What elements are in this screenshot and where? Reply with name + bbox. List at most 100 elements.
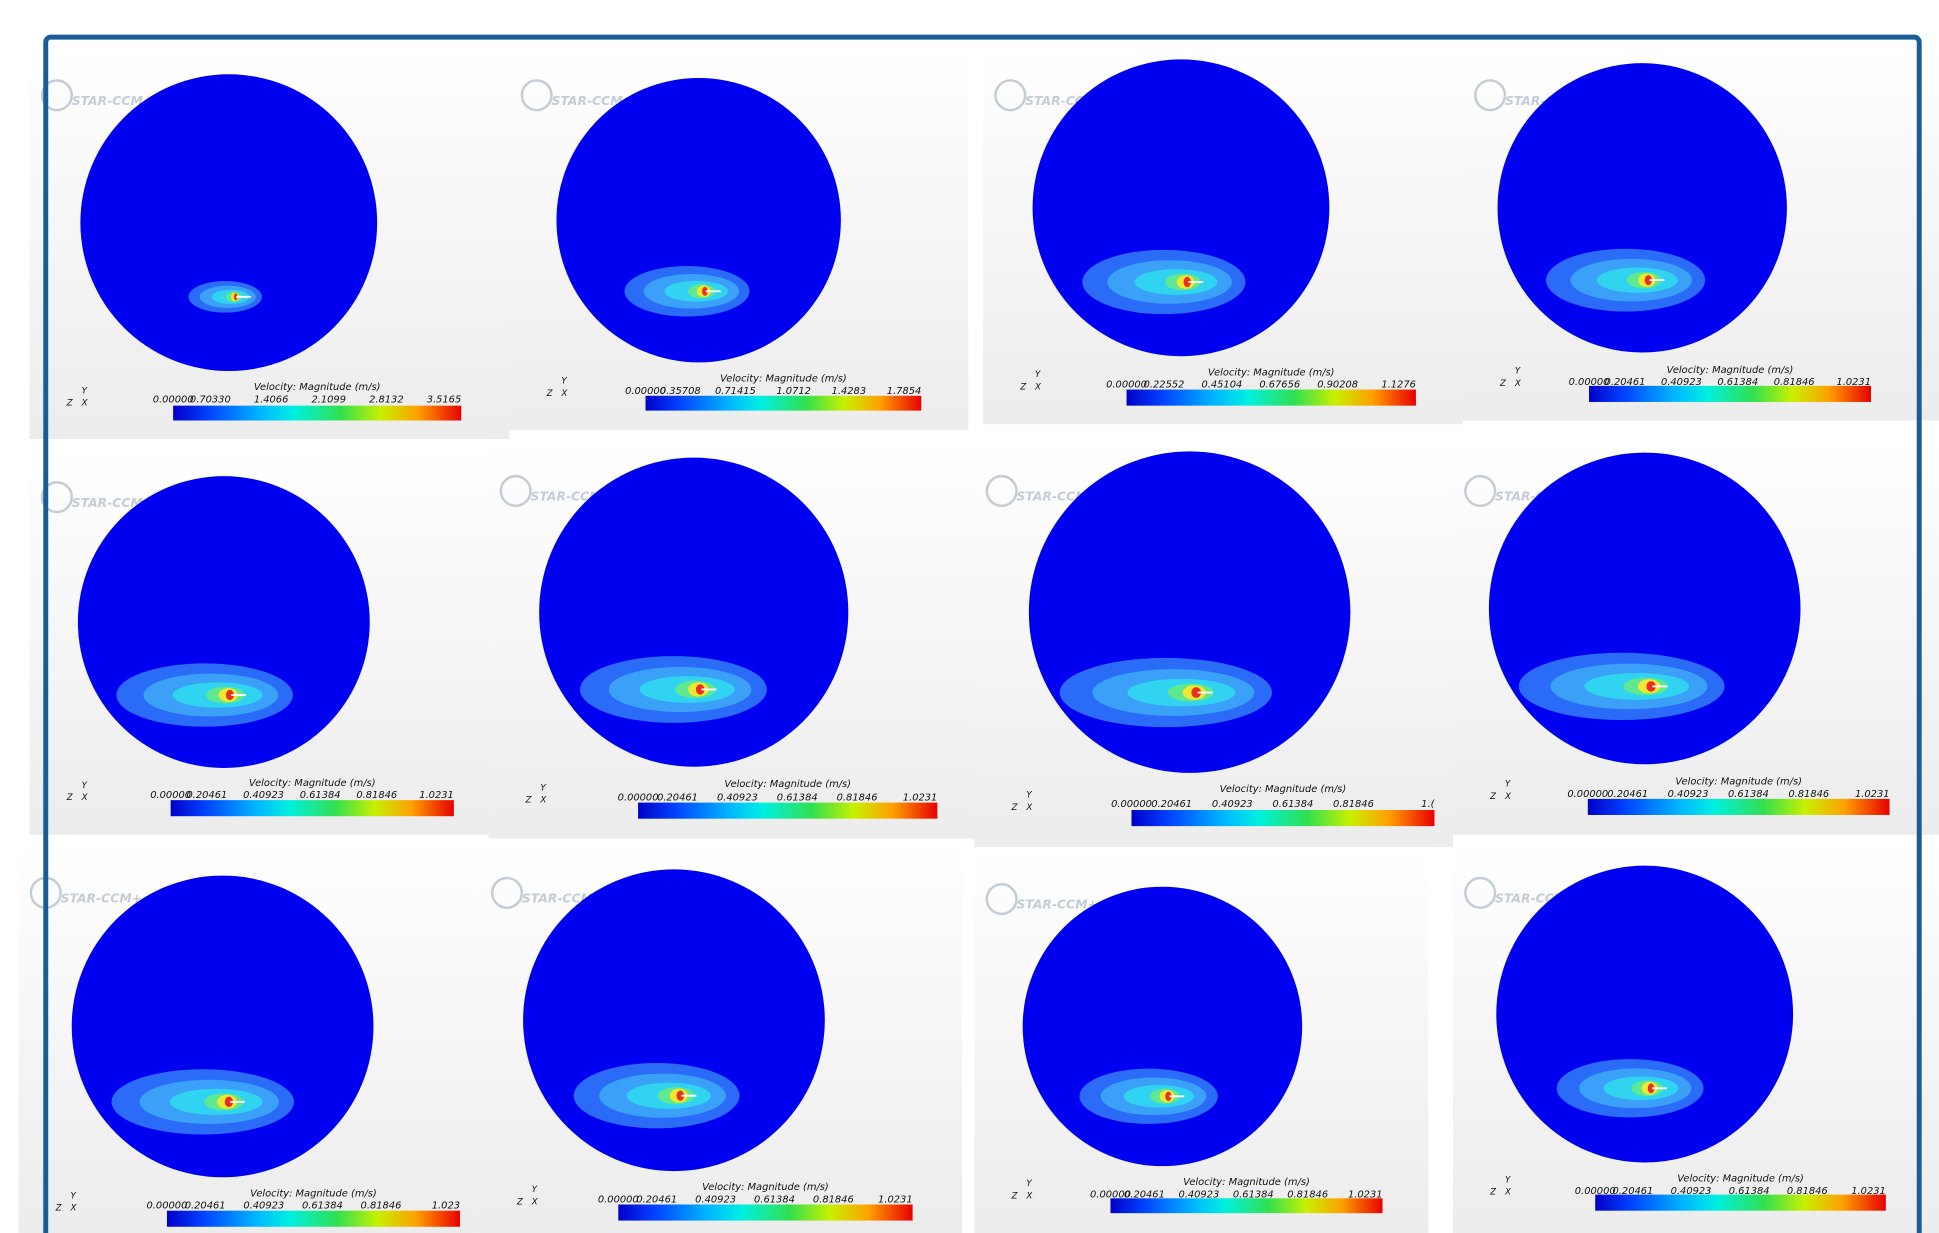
colorbar-tick-label: 1.1276 xyxy=(1381,380,1416,391)
colorbar-tick-label: 0.40923 xyxy=(717,793,758,804)
colorbar-tick-label: 0.61384 xyxy=(1233,1190,1274,1201)
panel: STAR-CCM+YZXVelocity: Magnitude (m/s)0.0… xyxy=(509,43,968,430)
triad-y: Y xyxy=(82,781,88,791)
colorbar-tick-label: 1.( xyxy=(1421,799,1435,810)
colorbar-title: Velocity: Magnitude (m/s) xyxy=(1183,1177,1310,1188)
colorbar-title: Velocity: Magnitude (m/s) xyxy=(1677,1174,1804,1185)
colorbar-tick-label: 0.81846 xyxy=(1287,1190,1328,1201)
triad-x: X xyxy=(539,796,547,806)
triad-z: Z xyxy=(1489,792,1497,802)
triad-z: Z xyxy=(66,399,74,409)
colorbar-tick-label: 1.4066 xyxy=(254,394,289,405)
colorbar-tick-label: 0.81846 xyxy=(1333,799,1374,810)
triad-x: X xyxy=(1034,383,1042,393)
colorbar xyxy=(173,406,461,421)
colorbar xyxy=(171,800,454,816)
triad-z: Z xyxy=(1019,383,1027,393)
colorbar-tick-label: 0.81846 xyxy=(1788,789,1829,800)
colorbar-tick-label: 0.71415 xyxy=(715,386,756,397)
domain xyxy=(1496,866,1793,1163)
colorbar-tick-label: 0.70330 xyxy=(190,394,231,405)
colorbar-tick-label: 0.00000 xyxy=(153,394,194,405)
colorbar-tick-label: 0.20461 xyxy=(657,793,698,804)
colorbar xyxy=(638,803,937,819)
colorbar-tick-label: 0.20461 xyxy=(1612,1186,1653,1197)
colorbar-tick-label: 1.0231 xyxy=(1348,1190,1383,1201)
colorbar-tick-label: 0.40923 xyxy=(1668,789,1709,800)
colorbar xyxy=(618,1205,912,1221)
colorbar-tick-label: 1.0231 xyxy=(1851,1186,1886,1197)
colorbar-tick-label: 0.81846 xyxy=(361,1201,402,1212)
colorbar-tick-label: 0.61384 xyxy=(1729,1186,1770,1197)
colorbar-tick-label: 0.81846 xyxy=(1787,1186,1828,1197)
colorbar-tick-label: 0.35708 xyxy=(660,386,701,397)
triad-x: X xyxy=(69,1204,77,1214)
colorbar-tick-label: 0.61384 xyxy=(302,1201,343,1212)
colorbar-tick-label: 2.1099 xyxy=(311,394,346,405)
colorbar-tick-label: 0.20461 xyxy=(1607,789,1648,800)
colorbar-tick-label: 0.00000 xyxy=(1567,789,1608,800)
triad-y: Y xyxy=(1035,370,1041,380)
colorbar xyxy=(1127,390,1416,406)
colorbar-tick-label: 0.61384 xyxy=(777,793,818,804)
triad-z: Z xyxy=(66,793,74,803)
colorbar-title: Velocity: Magnitude (m/s) xyxy=(702,1182,829,1193)
colorbar-tick-label: 0.40923 xyxy=(243,1201,284,1212)
triad-y: Y xyxy=(532,1185,538,1195)
triad-x: X xyxy=(560,389,568,399)
colorbar-title: Velocity: Magnitude (m/s) xyxy=(1667,365,1794,376)
colorbar-tick-label: 0.40923 xyxy=(695,1195,736,1206)
colorbar-tick-label: 0.81846 xyxy=(837,793,878,804)
colorbar-tick-label: 1.0231 xyxy=(419,790,454,801)
colorbar-tick-label: 0.00000 xyxy=(1111,799,1152,810)
colorbar-tick-label: 0.40923 xyxy=(1212,799,1253,810)
colorbar-tick-label: 0.00000 xyxy=(1106,380,1147,391)
triad-z: Z xyxy=(55,1204,63,1214)
colorbar-tick-label: 0.61384 xyxy=(1728,789,1769,800)
colorbar-tick-label: 3.5165 xyxy=(427,394,462,405)
colorbar-tick-label: 1.0231 xyxy=(903,793,938,804)
colorbar-tick-label: 0.61384 xyxy=(1717,377,1758,388)
triad-z: Z xyxy=(1011,803,1019,813)
colorbar-title: Velocity: Magnitude (m/s) xyxy=(1208,367,1335,378)
triad-z: Z xyxy=(525,796,533,806)
panel: STAR-CCM+YZXVelocity: Magnitude (m/s)0.0… xyxy=(974,847,1428,1233)
triad-y: Y xyxy=(1505,1175,1511,1185)
logo-text: STAR-CCM+ xyxy=(61,892,142,906)
triad-x: X xyxy=(81,793,89,803)
colorbar-tick-label: 0.20461 xyxy=(1124,1190,1165,1201)
triad-y: Y xyxy=(70,1191,76,1201)
triad-y: Y xyxy=(1505,780,1511,790)
colorbar xyxy=(1589,386,1871,402)
triad-y: Y xyxy=(540,783,546,793)
triad-z: Z xyxy=(516,1198,524,1208)
colorbar-tick-label: 0.40923 xyxy=(1178,1190,1219,1201)
colorbar-tick-label: 0.00000 xyxy=(147,1201,188,1212)
triad-y: Y xyxy=(1026,791,1032,801)
panels: STAR-CCM+YZXVelocity: Magnitude (m/s)0.0… xyxy=(19,43,1939,1233)
colorbar-tick-label: 1.7854 xyxy=(887,386,922,397)
triad-z: Z xyxy=(1489,1188,1497,1198)
colorbar-tick-label: 0.81846 xyxy=(1774,377,1815,388)
triad-y: Y xyxy=(1026,1179,1032,1189)
colorbar-tick-label: 0.67656 xyxy=(1259,380,1300,391)
triad-x: X xyxy=(81,399,89,409)
colorbar-tick-label: 0.40923 xyxy=(1671,1186,1712,1197)
colorbar-tick-label: 0.20461 xyxy=(185,1201,226,1212)
colorbar-title: Velocity: Magnitude (m/s) xyxy=(1675,777,1802,788)
triad-z: Z xyxy=(1499,379,1507,389)
colorbar xyxy=(1595,1195,1886,1211)
colorbar-title: Velocity: Magnitude (m/s) xyxy=(720,373,847,384)
colorbar-tick-label: 1.4283 xyxy=(832,386,867,397)
colorbar-title: Velocity: Magnitude (m/s) xyxy=(250,1188,377,1199)
panel: STAR-CCM+YZXVelocity: Magnitude (m/s)0.0… xyxy=(30,445,489,835)
colorbar-tick-label: 0.00000 xyxy=(1569,377,1610,388)
colorbar xyxy=(646,396,922,411)
colorbar-tick-label: 0.20461 xyxy=(1605,377,1646,388)
colorbar-tick-label: 0.20461 xyxy=(186,790,227,801)
